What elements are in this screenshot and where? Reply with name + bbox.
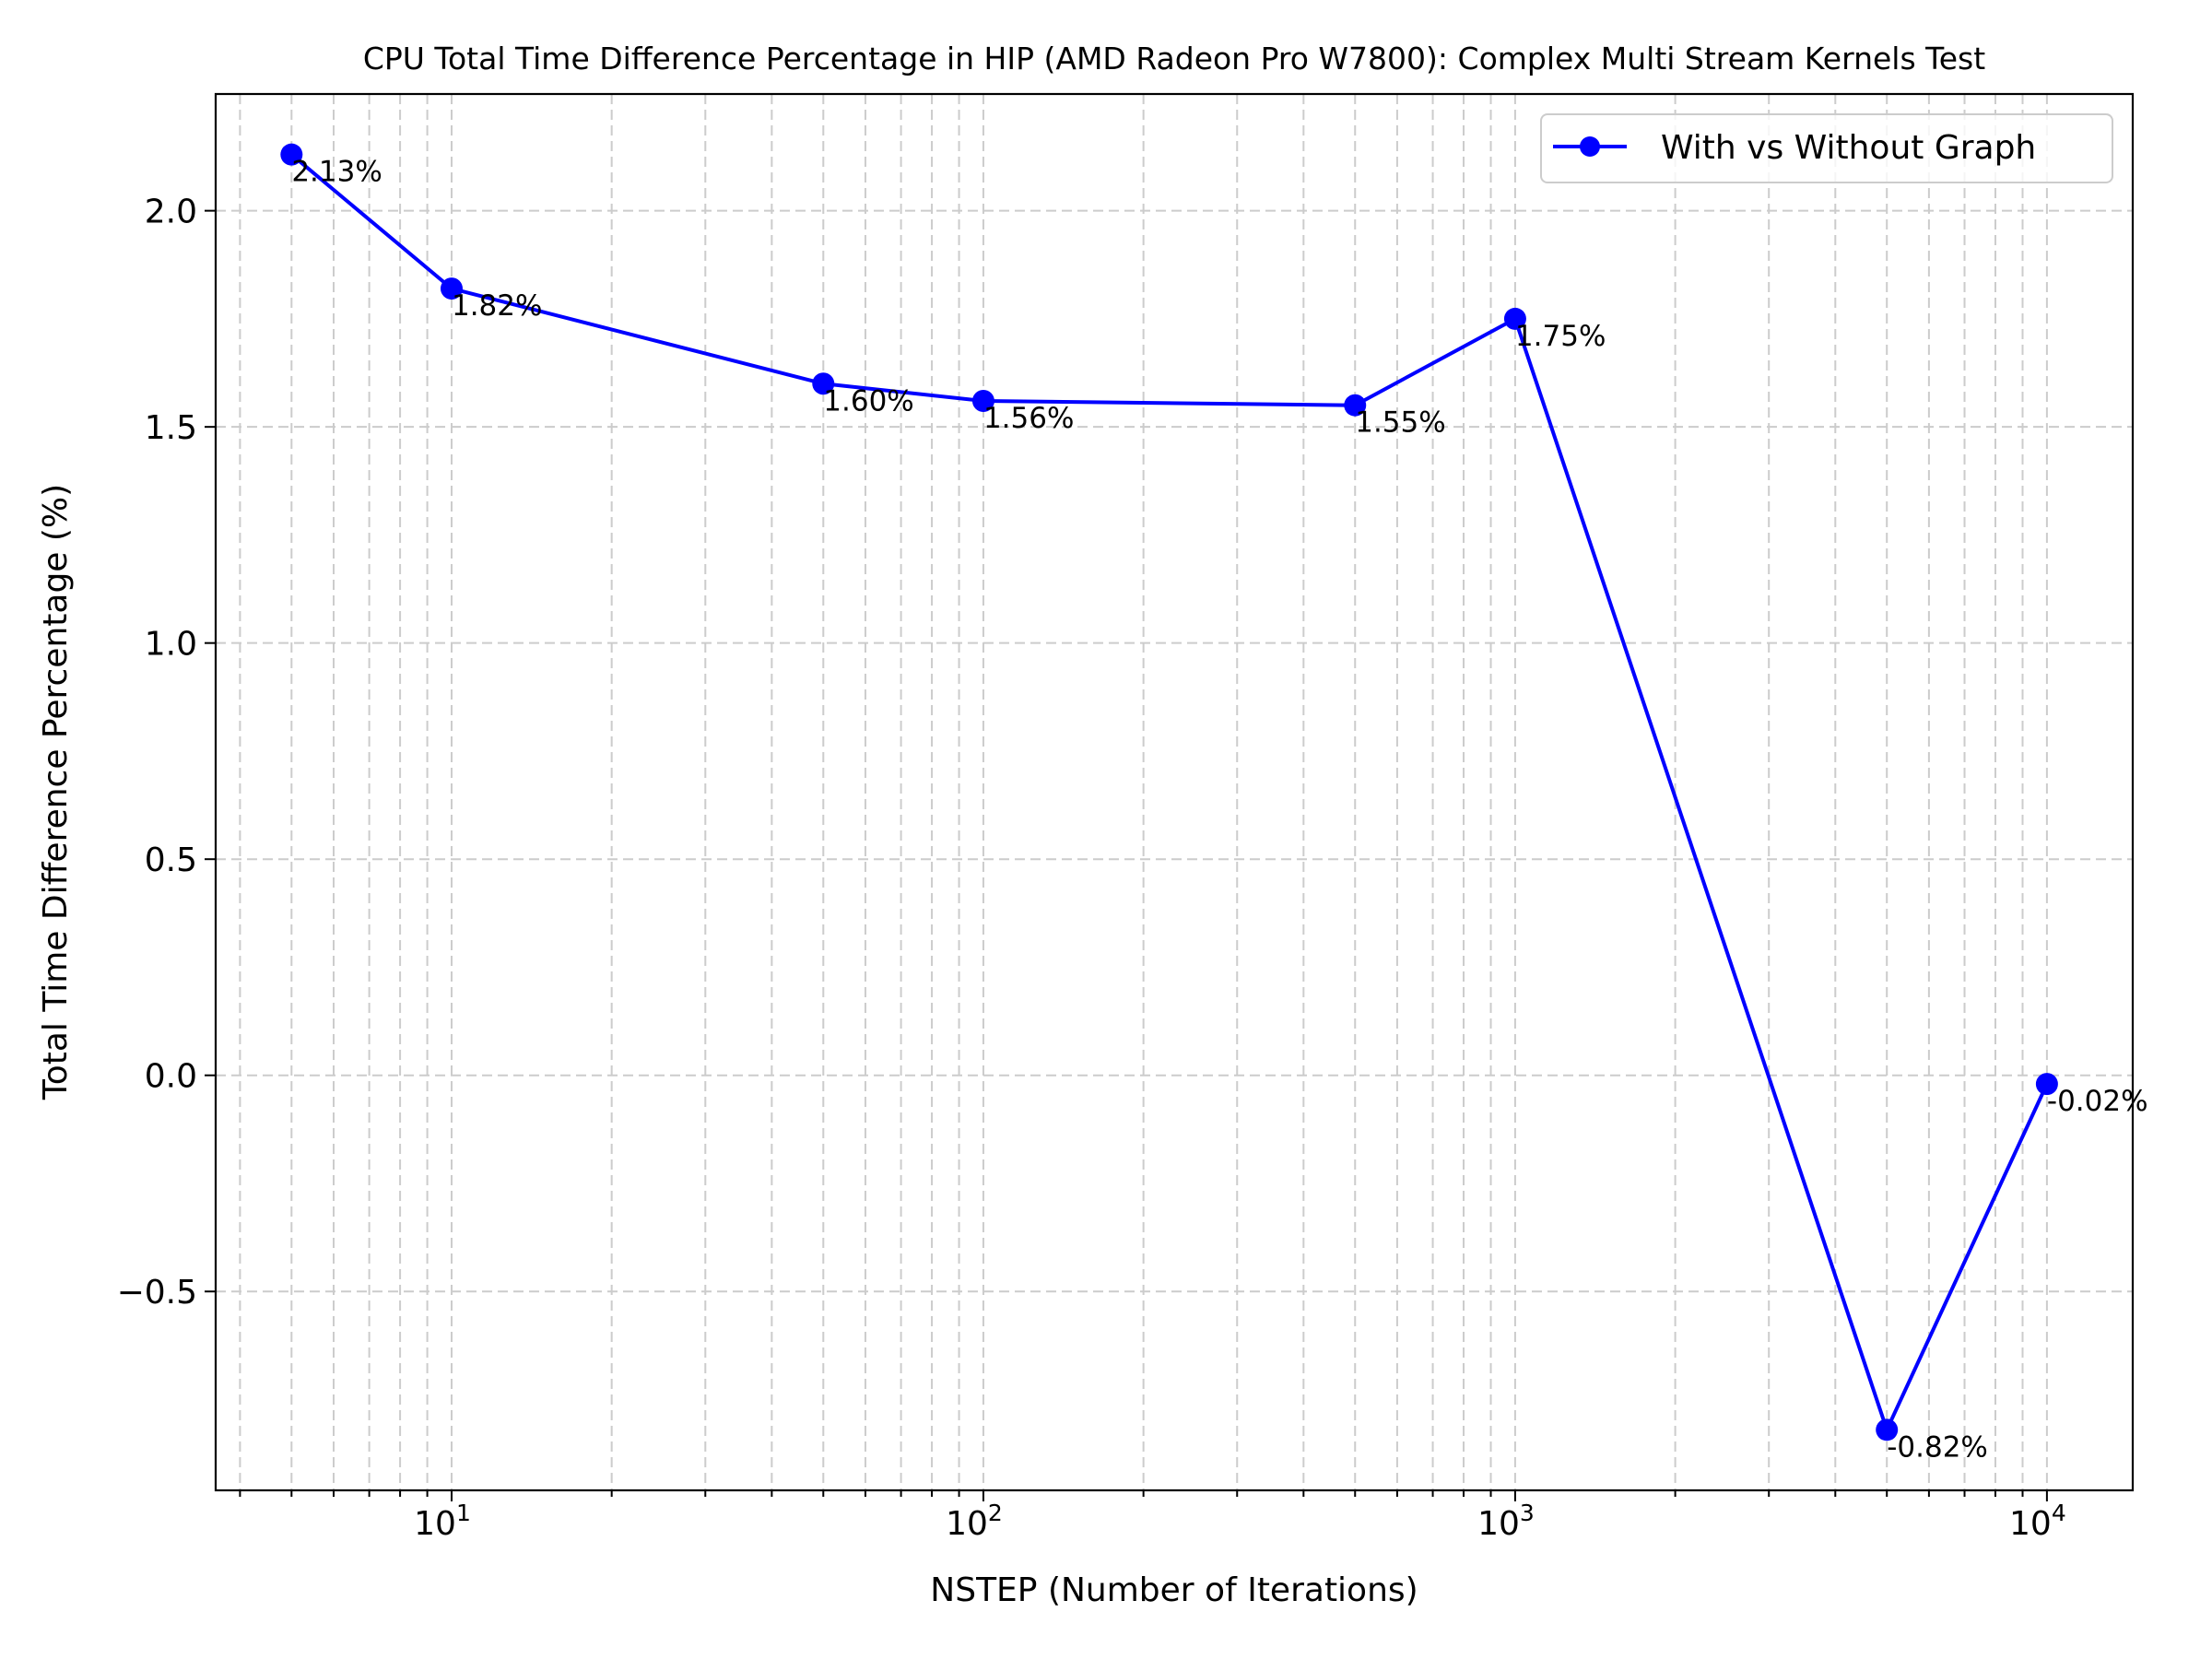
y-tick-label: 0.5 (145, 841, 197, 879)
legend: With vs Without Graph (1540, 113, 2113, 183)
legend-marker (1580, 136, 1600, 157)
data-label: 1.82% (452, 289, 542, 323)
data-point (280, 143, 303, 166)
x-tick-label: 104 (2009, 1500, 2066, 1543)
x-axis-label: NSTEP (Number of Iterations) (930, 1571, 1418, 1609)
data-label: -0.82% (1887, 1430, 1988, 1464)
data-label: 1.55% (1355, 406, 1445, 440)
y-axis-label: Total Time Difference Percentage (%) (37, 484, 75, 1100)
y-tick-label: 0.0 (145, 1058, 197, 1096)
legend-entry: With vs Without Graph (1661, 129, 2036, 167)
plot-frame (214, 92, 2135, 1492)
data-labels: 2.13% 1.82% 1.60% 1.56% 1.55% 1.75% -0.82% -0.0… (291, 156, 2147, 1465)
data-label: 2.13% (291, 156, 382, 189)
data-label: 1.56% (983, 402, 1074, 435)
data-series (280, 143, 2058, 1441)
data-point (971, 390, 994, 413)
legend-box (1540, 113, 2113, 183)
y-tick-label: 1.0 (145, 626, 197, 664)
axis-ticks: 101 102 103 104 2.0 1.5 1.0 0.5 0.0 −0.5 (117, 194, 2066, 1543)
y-tick-label: −0.5 (117, 1274, 197, 1312)
grid (216, 94, 2133, 1490)
data-point (812, 372, 835, 395)
data-point (440, 277, 463, 300)
series-line (290, 153, 2049, 1432)
data-point (1344, 394, 1367, 417)
y-tick-label: 1.5 (145, 409, 197, 447)
x-tick-label: 103 (1477, 1500, 1535, 1543)
chart-title: CPU Total Time Difference Percentage in … (363, 41, 1985, 76)
data-point (1503, 307, 1526, 330)
x-tick-label: 102 (946, 1500, 1003, 1543)
data-point (1876, 1418, 1899, 1441)
data-label: 1.60% (823, 384, 913, 418)
data-label: 1.75% (1515, 320, 1606, 353)
y-tick-label: 2.0 (145, 194, 197, 231)
data-label: -0.02% (2047, 1085, 2148, 1118)
x-tick-label: 101 (414, 1500, 471, 1543)
data-point (2035, 1073, 2058, 1096)
